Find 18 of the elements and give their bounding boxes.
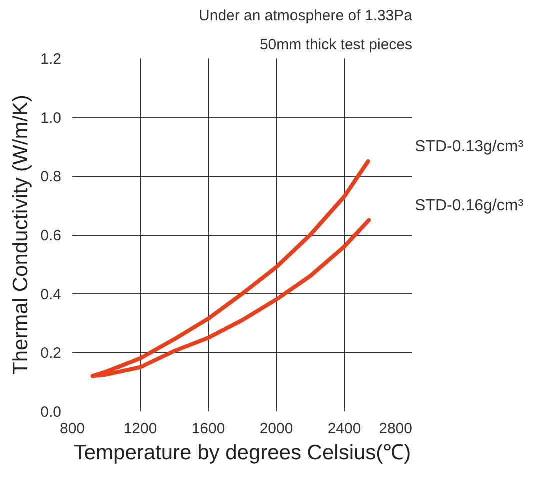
- x-tick-label: 2000: [260, 420, 294, 438]
- text: STD-0.16g/cm³: [415, 197, 524, 214]
- x-tick-label: 1200: [124, 420, 158, 438]
- x-tick-label: 2400: [328, 420, 362, 438]
- text: STD-0.13g/cm³: [415, 138, 524, 156]
- y-tick-label: 1.2: [40, 51, 62, 68]
- text: 50mm thick test pieces: [260, 36, 413, 54]
- y-tick-label: 0.0: [40, 404, 62, 421]
- y-tick-label: 0.8: [40, 168, 62, 186]
- x-tick-label: 800: [60, 420, 86, 438]
- x-tick-label: 2800: [379, 420, 413, 438]
- y-tick-label: 1.0: [40, 110, 62, 127]
- y-tick-label: 0.6: [40, 228, 62, 244]
- y-axis-title: Thermal Conductivity (W/m/K): [10, 94, 33, 376]
- y-tick-label: 0.4: [40, 286, 62, 304]
- x-tick-label: 1600: [192, 420, 226, 438]
- x-axis-title: Temperature by degrees Celsius(℃): [74, 442, 412, 464]
- y-tick-label: 0.2: [40, 345, 62, 362]
